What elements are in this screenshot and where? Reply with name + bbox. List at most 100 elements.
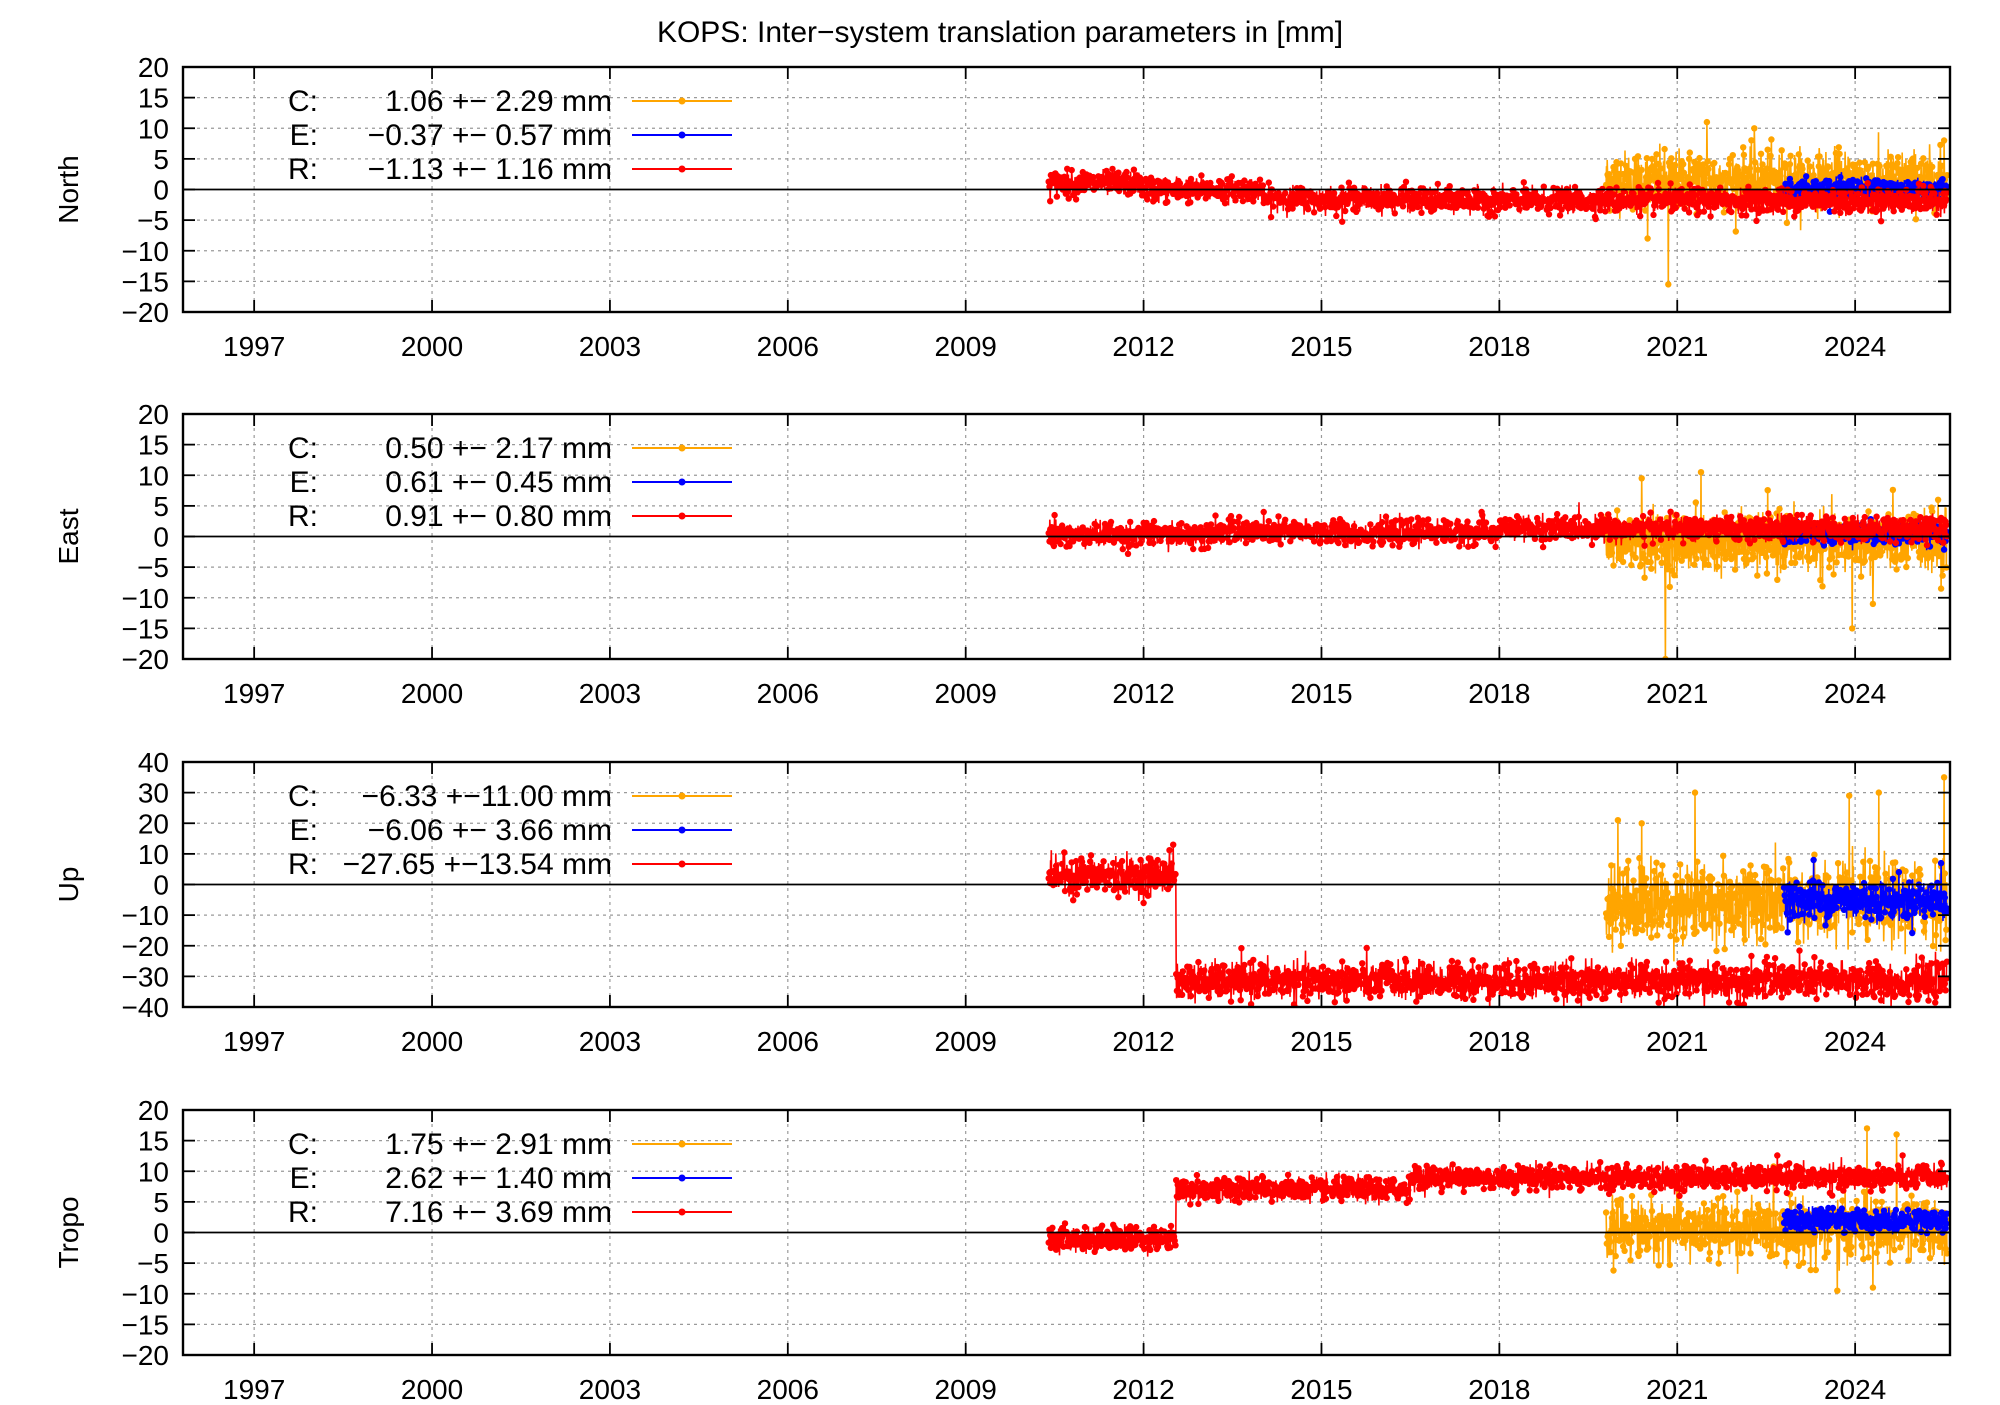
data-point — [1492, 213, 1498, 219]
data-point — [1692, 789, 1698, 795]
data-point — [1862, 558, 1868, 564]
data-point — [1767, 153, 1773, 159]
data-point — [1651, 868, 1657, 874]
data-point — [1849, 625, 1855, 631]
legend: C:0.50 +− 2.17 mmE:0.61 +− 0.45 mmR:0.91… — [288, 432, 732, 533]
data-point — [1934, 212, 1940, 218]
data-point — [1115, 170, 1121, 176]
data-point — [1806, 921, 1812, 927]
data-point — [1150, 540, 1156, 546]
data-point — [1941, 774, 1947, 780]
data-point — [1836, 144, 1842, 150]
data-point — [1275, 513, 1281, 519]
data-point — [1161, 861, 1167, 867]
data-point — [1876, 163, 1882, 169]
data-point — [1739, 922, 1745, 928]
data-point — [1938, 585, 1944, 591]
data-point — [1892, 859, 1898, 865]
data-point — [1807, 163, 1813, 169]
data-point — [1916, 866, 1922, 872]
data-point — [1936, 918, 1942, 924]
data-point — [1691, 562, 1697, 568]
data-point — [1935, 497, 1941, 503]
data-point — [1702, 556, 1708, 562]
data-point — [1637, 914, 1643, 920]
data-point — [1649, 549, 1655, 555]
data-point — [1747, 165, 1753, 171]
data-point — [1609, 550, 1615, 556]
data-point — [1639, 167, 1645, 173]
data-point — [1447, 521, 1453, 527]
data-point — [1888, 922, 1894, 928]
data-point — [1739, 173, 1745, 179]
data-point — [1868, 874, 1874, 880]
data-point — [1797, 550, 1803, 556]
data-point — [1127, 519, 1133, 525]
data-point — [1108, 519, 1114, 525]
data-point — [1733, 890, 1739, 896]
data-point — [1194, 977, 1200, 983]
data-point — [1759, 888, 1765, 894]
data-point — [1659, 919, 1665, 925]
data-point — [1942, 894, 1948, 900]
data-point — [1811, 915, 1817, 921]
data-point — [1862, 914, 1868, 920]
data-point — [1739, 905, 1745, 911]
data-point — [1667, 542, 1673, 548]
data-point — [1433, 540, 1439, 546]
data-point — [1878, 549, 1884, 555]
data-point — [1615, 817, 1621, 823]
y-tick-label: 0 — [153, 522, 169, 553]
data-point — [1763, 554, 1769, 560]
data-point — [1655, 897, 1661, 903]
data-point — [1714, 564, 1720, 570]
data-point — [1057, 541, 1063, 547]
data-point — [1231, 975, 1237, 981]
data-point — [1758, 151, 1764, 157]
data-point — [1167, 882, 1173, 888]
data-point — [1795, 939, 1801, 945]
data-point — [1930, 911, 1936, 917]
data-point — [1747, 862, 1753, 868]
data-point — [1207, 180, 1213, 186]
data-point — [1137, 857, 1143, 863]
data-point — [1713, 948, 1719, 954]
data-point — [1886, 886, 1892, 892]
data-point — [1760, 922, 1766, 928]
data-point — [1610, 562, 1616, 568]
data-point — [1667, 180, 1673, 186]
data-point — [1110, 860, 1116, 866]
data-point — [1650, 163, 1656, 169]
x-tick-label: 2018 — [1468, 678, 1530, 709]
data-point — [1891, 909, 1897, 915]
data-point — [1650, 212, 1656, 218]
data-point — [1762, 900, 1768, 906]
data-point — [1195, 959, 1201, 965]
data-point — [1678, 176, 1684, 182]
data-point — [1716, 921, 1722, 927]
x-tick-label: 2006 — [757, 331, 819, 362]
data-point — [1711, 160, 1717, 166]
data-point — [1169, 860, 1175, 866]
data-point — [1765, 147, 1771, 153]
data-point — [1925, 895, 1931, 901]
data-point — [1782, 551, 1788, 557]
data-point — [1170, 842, 1176, 848]
data-point — [1933, 932, 1939, 938]
data-point — [1833, 559, 1839, 565]
data-point — [1776, 877, 1782, 883]
data-point — [1765, 889, 1771, 895]
data-point — [1278, 541, 1284, 547]
data-point — [1879, 882, 1885, 888]
y-axis-label: North — [53, 155, 84, 223]
data-point — [1333, 213, 1339, 219]
data-point — [1069, 167, 1075, 173]
data-point — [1257, 177, 1263, 183]
data-point — [1720, 538, 1726, 544]
y-tick-label: −10 — [122, 236, 170, 267]
data-point — [1837, 210, 1843, 216]
data-point — [1740, 868, 1746, 874]
data-point — [1653, 860, 1659, 866]
data-point — [1774, 577, 1780, 583]
